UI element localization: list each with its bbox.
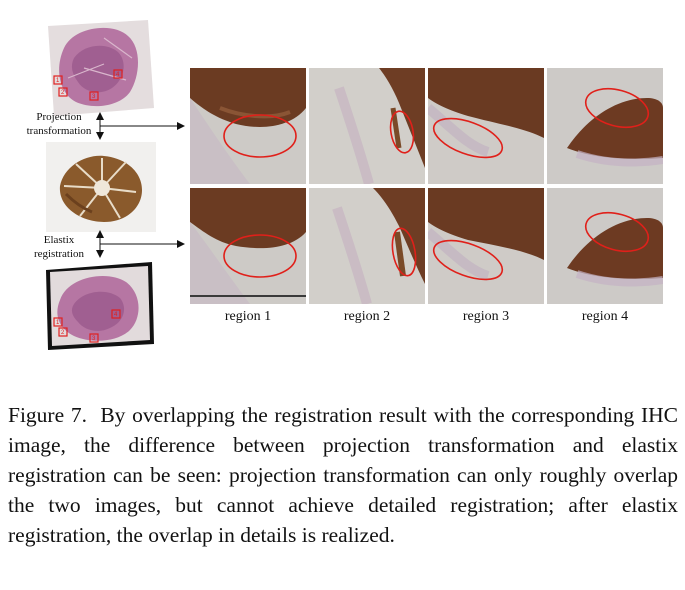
region-3-elastix-image [428, 188, 544, 304]
marker-3-label-b: 3 [92, 336, 96, 342]
region-2-elastix-image [309, 188, 425, 304]
region-1-elastix-image [190, 188, 306, 304]
marker-2-label-b: 2 [61, 330, 65, 336]
region-1-label: region 1 [224, 309, 272, 324]
marker-2-label: 2 [61, 90, 65, 96]
region-3-projection-image [428, 68, 544, 184]
region-1-projection-image [190, 68, 306, 184]
marker-4-label: 4 [116, 72, 120, 78]
figure-label: Figure 7. [8, 403, 87, 427]
marker-4-label-b: 4 [114, 312, 118, 318]
region-3-label: region 3 [462, 309, 510, 324]
ihc-thumbnail [46, 142, 156, 232]
projection-label-line1: Projection [36, 111, 82, 123]
region-4-projection-image [547, 68, 663, 184]
connector-arrows [96, 112, 185, 258]
figure-caption: Figure 7. By overlapping the registratio… [8, 400, 678, 550]
elastix-label-line2: registration [33, 248, 85, 260]
projection-transformation-label: Projection transformation [14, 110, 104, 138]
region-2-label: region 2 [343, 309, 391, 324]
marker-1-label-b: 1 [56, 320, 60, 326]
caption-text: By overlapping the registration result w… [8, 403, 679, 547]
marker-1-label: 1 [56, 78, 60, 84]
region-4-label: region 4 [581, 309, 629, 324]
projection-label-line2: transformation [26, 125, 92, 137]
he-thumbnail-projection: 1 2 3 4 [44, 18, 156, 118]
elastix-label-line1: Elastix [43, 234, 75, 246]
region-4-elastix-image [547, 188, 663, 304]
he-thumbnail-elastix: 1 2 3 4 [44, 260, 156, 352]
elastix-registration-label: Elastix registration [14, 233, 104, 261]
marker-3-label: 3 [92, 94, 96, 100]
region-2-projection-image [309, 68, 425, 184]
